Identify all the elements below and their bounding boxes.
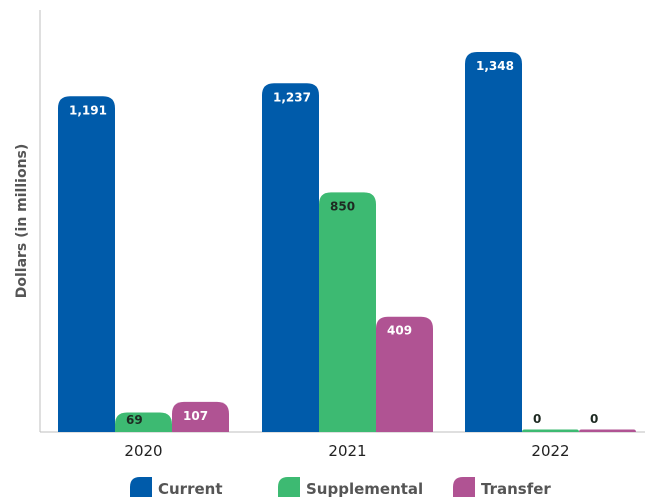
legend-swatch-current (130, 477, 152, 497)
legend-label-current: Current (158, 480, 223, 498)
data-label-transfer-2020: 107 (183, 409, 208, 423)
legend: Current Supplemental Transfer (130, 477, 551, 498)
data-label-supplemental-2022: 0 (533, 412, 541, 426)
bar-transfer-2020 (172, 401, 229, 432)
data-label-supplemental-2021: 850 (330, 199, 355, 213)
legend-swatch-supplemental (278, 477, 300, 497)
x-tick-label-2020: 2020 (124, 442, 162, 460)
bar-supplemental-2022 (522, 429, 579, 432)
bar-transfer-2022 (579, 429, 636, 432)
legend-label-supplemental: Supplemental (306, 480, 423, 498)
bar-supplemental-2020 (115, 412, 172, 432)
bar-transfer-2021 (376, 316, 433, 432)
bar-current-2021 (262, 83, 319, 432)
data-label-current-2021: 1,237 (273, 90, 311, 104)
data-label-current-2020: 1,191 (69, 103, 107, 117)
y-axis-label: Dollars (in millions) (14, 144, 30, 299)
x-tick-label-2022: 2022 (531, 442, 569, 460)
x-tick-labels: 2020 2021 2022 (124, 442, 569, 460)
bar-current-2020 (58, 96, 115, 432)
data-label-transfer-2021: 409 (387, 324, 412, 338)
bar-supplemental-2021 (319, 192, 376, 432)
data-label-transfer-2022: 0 (590, 412, 598, 426)
legend-label-transfer: Transfer (481, 480, 551, 498)
bar-current-2022 (465, 52, 522, 432)
x-tick-label-2021: 2021 (328, 442, 366, 460)
bars-group: 1,191 69 107 1,237 850 409 1,348 0 0 (58, 52, 636, 432)
data-label-current-2022: 1,348 (476, 59, 514, 73)
legend-swatch-transfer (453, 477, 475, 497)
data-label-supplemental-2020: 69 (126, 413, 143, 427)
